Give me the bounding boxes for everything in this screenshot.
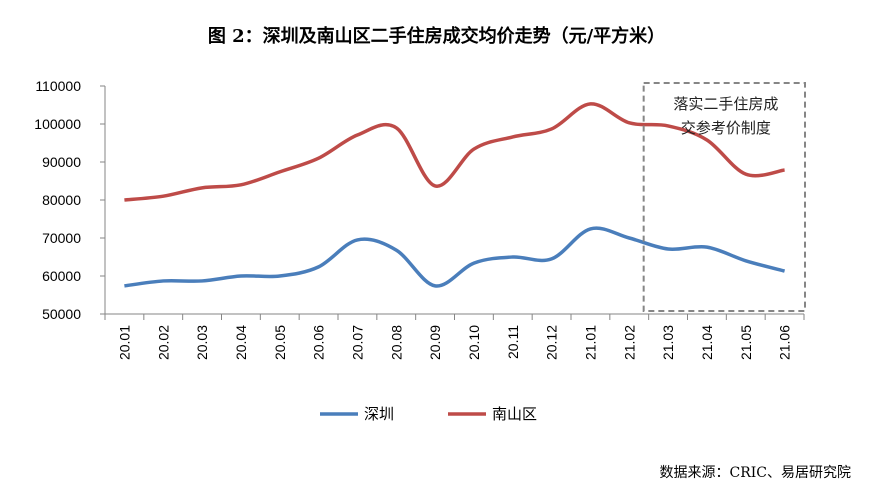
x-tick-label: 20.01 <box>116 325 132 360</box>
y-tick-label: 110000 <box>35 78 81 94</box>
annotation-text: 落实二手住房成 <box>673 95 778 113</box>
chart-title: 图 2：深圳及南山区二手住房成交均价走势（元/平方米） <box>207 26 666 47</box>
legend-label: 深圳 <box>364 405 394 423</box>
x-tick-label: 20.09 <box>427 325 443 360</box>
data-source: 数据来源：CRIC、易居研究院 <box>659 465 852 481</box>
annotation-box <box>642 82 807 312</box>
x-tick-label: 20.10 <box>466 325 482 360</box>
y-tick-label: 60000 <box>42 268 81 284</box>
x-tick-label: 20.07 <box>349 325 365 360</box>
x-tick-label: 21.06 <box>777 325 793 360</box>
x-tick-label: 20.06 <box>311 325 327 360</box>
x-tick-label: 21.01 <box>582 325 598 360</box>
x-tick-label: 21.05 <box>738 325 754 360</box>
x-tick-label: 20.05 <box>272 325 288 360</box>
x-tick-label: 20.12 <box>544 325 560 360</box>
y-tick-label: 50000 <box>42 306 81 322</box>
x-tick-label: 20.11 <box>505 325 521 359</box>
x-tick-label: 20.08 <box>388 325 404 360</box>
y-tick-label: 70000 <box>42 230 81 246</box>
y-tick-label: 90000 <box>42 154 81 170</box>
series-line-nanshan <box>124 102 785 202</box>
y-tick-label: 100000 <box>34 116 81 132</box>
x-tick-label: 21.03 <box>660 325 676 360</box>
y-tick-label: 80000 <box>42 192 81 208</box>
x-tick-label: 20.02 <box>155 325 171 360</box>
x-tick-label: 20.04 <box>233 325 249 360</box>
x-tick-label: 21.04 <box>699 325 715 360</box>
annotation-text: 交参考价制度 <box>681 119 771 137</box>
x-tick-label: 20.03 <box>194 325 210 360</box>
series-line-shenzhen <box>124 226 786 288</box>
legend-label: 南山区 <box>492 405 537 423</box>
x-tick-label: 21.02 <box>621 325 637 360</box>
